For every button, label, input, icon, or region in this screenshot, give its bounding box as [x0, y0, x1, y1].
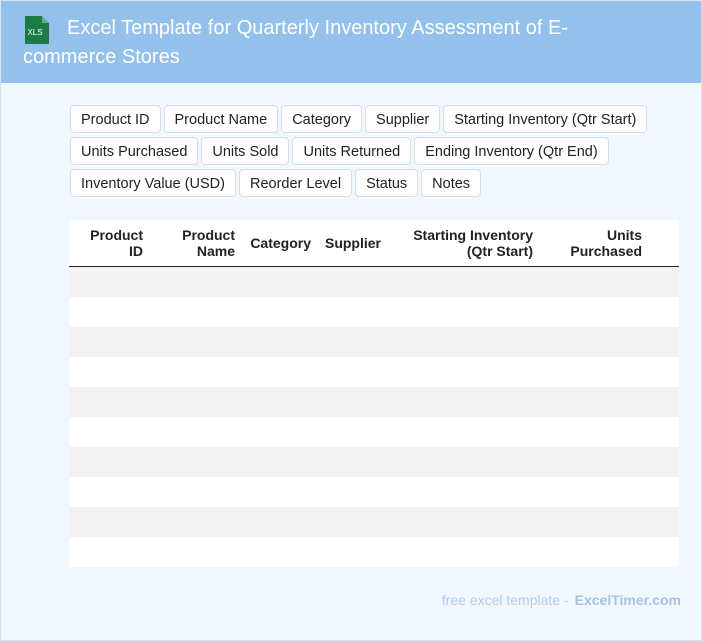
tag[interactable]: Units Returned [292, 137, 412, 165]
tag[interactable]: Status [355, 169, 419, 197]
column-header: Units Purchased [570, 227, 642, 259]
table-row [69, 267, 679, 297]
table-row [69, 297, 679, 327]
footer: free excel template - ExcelTimer.com [442, 592, 681, 608]
tag[interactable]: Notes [421, 169, 482, 197]
xls-icon: XLS [25, 16, 49, 44]
tag[interactable]: Product Name [163, 105, 279, 133]
tag[interactable]: Category [281, 105, 363, 133]
header-bar: XLS Excel Template for Quarterly Invento… [1, 1, 701, 83]
tag[interactable]: Units Sold [201, 137, 290, 165]
table-row [69, 327, 679, 357]
tag[interactable]: Inventory Value (USD) [70, 169, 236, 197]
tag-list: Product ID Product Name Category Supplier St… [70, 105, 662, 197]
column-header: Product Name [182, 227, 235, 259]
footer-text: free excel template - [441, 592, 569, 608]
table-row [69, 537, 679, 567]
table-row [69, 417, 679, 447]
tag[interactable]: Product ID [70, 105, 161, 133]
data-table: Product ID Product Name Category Supplier St… [69, 220, 679, 567]
tag[interactable]: Starting Inventory (Qtr Start) [443, 105, 648, 133]
table-row [69, 477, 679, 507]
tag[interactable]: Supplier [365, 105, 441, 133]
tag[interactable]: Units Purchased [70, 137, 199, 165]
icon-label: XLS [27, 28, 42, 37]
table-row [69, 507, 679, 537]
column-header: Supplier [324, 235, 381, 251]
column-header: Category [250, 235, 311, 251]
tag[interactable]: Ending Inventory (Qtr End) [414, 137, 609, 165]
column-header: Product ID [90, 227, 143, 259]
table-header: Product ID Product Name Category Supplier St… [69, 220, 679, 267]
table-row [69, 357, 679, 387]
column-header: Starting Inventory (Qtr Start) [413, 227, 533, 259]
table-row [69, 447, 679, 477]
tag[interactable]: Reorder Level [238, 169, 353, 197]
page-title: Excel Template for Quarterly Inventory A… [23, 17, 568, 68]
table-row [69, 387, 679, 417]
footer-link[interactable]: ExcelTimer.com [574, 592, 681, 608]
